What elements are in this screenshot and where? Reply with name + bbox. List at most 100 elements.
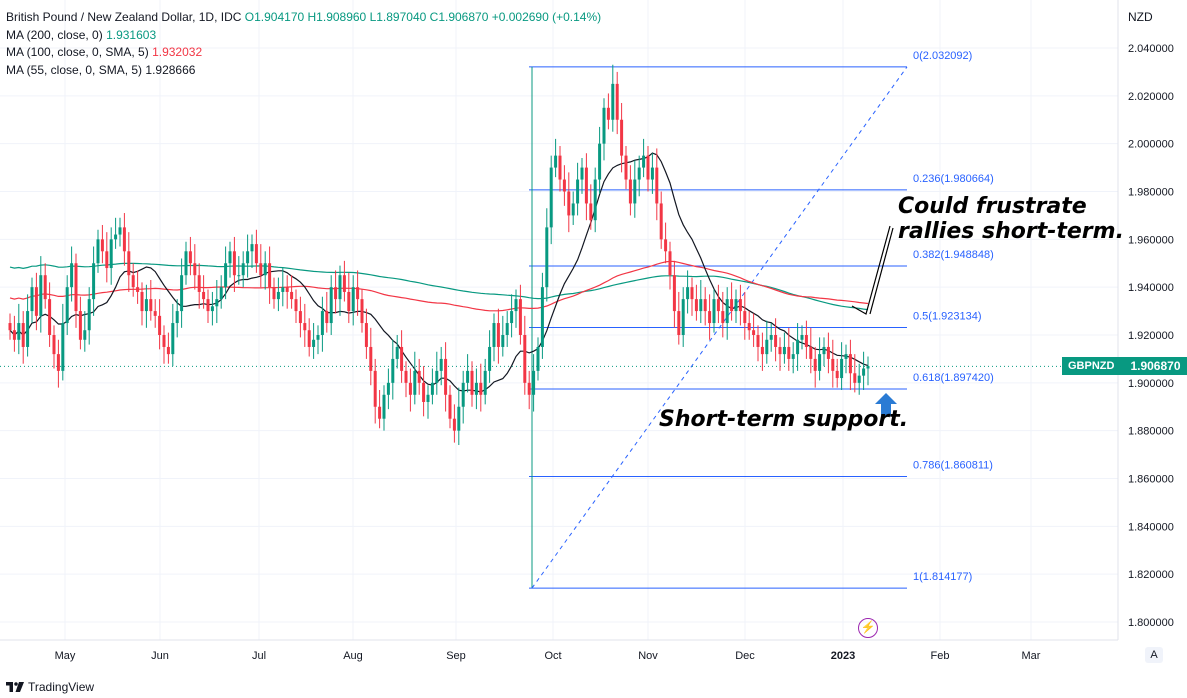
candle-body [144, 299, 148, 312]
candle-body [668, 251, 672, 276]
candle-body [826, 346, 830, 359]
candle-body [268, 263, 272, 288]
price-tag-value: 1.906870 [1120, 357, 1187, 376]
footer-brand[interactable]: TradingView [6, 680, 94, 694]
candle-body [831, 358, 835, 371]
candle-body [589, 203, 593, 221]
candle-body [527, 382, 531, 395]
candle-body [329, 287, 333, 324]
candle-body [215, 299, 219, 307]
ohlc-close: C1.906870 [429, 10, 489, 24]
candle-body [620, 119, 624, 156]
fib-level-label: 1(1.814177) [913, 571, 972, 583]
candle-body [439, 358, 443, 371]
candle-body [422, 382, 426, 402]
candle-body [334, 287, 338, 300]
fibonacci-retracement[interactable]: 0(2.032092) 0.236(1.980664) 0.382(1.948848… [529, 50, 994, 589]
candle-body [171, 323, 175, 355]
candle-body [78, 311, 82, 340]
legend-ma200[interactable]: MA (200, close, 0) 1.931603 [6, 27, 601, 45]
price-tick-label: 1.960000 [1128, 234, 1174, 246]
price-tick-label: 1.980000 [1128, 187, 1174, 199]
time-tick-label: Jul [252, 650, 266, 662]
tradingview-logo-icon [6, 682, 24, 692]
candle-body [96, 239, 100, 264]
candle-body [26, 311, 30, 347]
candle-body [752, 330, 756, 335]
candle-body [224, 263, 228, 288]
time-tick-label: Mar [1022, 650, 1041, 662]
legend-ma100[interactable]: MA (100, close, 0, SMA, 5) 1.932032 [6, 44, 601, 62]
candle-body [677, 311, 681, 335]
candle-body [804, 335, 808, 347]
candle-body [316, 335, 320, 340]
lightning-icon[interactable]: ⚡ [858, 618, 878, 638]
candle-body [672, 275, 676, 312]
candle-body [809, 346, 813, 359]
price-tick-label: 1.900000 [1128, 378, 1174, 390]
candle-body [373, 370, 377, 407]
candle-body [259, 263, 263, 276]
candle-body [580, 167, 584, 180]
moving-averages [0, 152, 1118, 393]
candle-body [43, 275, 47, 300]
time-tick-label: Dec [735, 650, 755, 662]
candle-body [34, 287, 38, 316]
price-tag-symbol: GBPNZD [1062, 357, 1121, 376]
candle-body [813, 358, 817, 371]
candle-body [782, 346, 786, 355]
resistance-annotation-line1: Could frustrate [898, 194, 1087, 219]
time-axis[interactable]: May Jun Jul Aug Sep Oct Nov Dec 2023 Feb Mar [0, 639, 1118, 662]
candle-body [12, 330, 16, 340]
time-tick-label: Jun [151, 650, 169, 662]
candle-body [263, 263, 267, 276]
symbol-title[interactable]: British Pound / New Zealand Dollar, 1D, … [6, 10, 242, 24]
candle-body [857, 375, 861, 383]
candle-body [30, 287, 34, 312]
candle-body [175, 311, 179, 324]
candle-body [158, 315, 162, 335]
candle-body [496, 323, 500, 347]
candle-body [56, 354, 60, 371]
candle-body [492, 323, 496, 347]
candle-body [532, 370, 536, 395]
candle-body [743, 311, 747, 324]
ohlc-change: +0.002690 (+0.14%) [491, 10, 602, 24]
candle-body [404, 370, 408, 383]
annotation-arrows [851, 225, 897, 416]
candle-body [483, 370, 487, 395]
candle-body [796, 339, 800, 355]
candle-body [818, 354, 822, 371]
candle-body [382, 394, 386, 419]
ohlc-low: L1.897040 [369, 10, 427, 24]
fib-level-label: 0.786(1.860811) [913, 460, 993, 472]
candle-body [92, 263, 96, 300]
candle-body [378, 406, 382, 419]
candle-body [320, 311, 324, 335]
time-tick-label: Sep [446, 650, 466, 662]
resistance-pointer [851, 225, 891, 315]
candle-body [558, 155, 562, 180]
candle-body [769, 335, 773, 340]
last-price-tag: GBPNZD 1.906870 [1062, 357, 1187, 376]
candle-body [866, 366, 870, 369]
price-axis[interactable]: 2.040000 2.020000 2.000000 1.980000 1.960000… [1117, 0, 1174, 640]
candle-body [356, 287, 360, 300]
candle-body [290, 291, 294, 300]
auto-scale-button[interactable]: A [1145, 647, 1163, 663]
candle-body [246, 251, 250, 264]
candle-body [712, 299, 716, 324]
candle-body [470, 370, 474, 395]
ma55-value: 1.928666 [145, 62, 196, 77]
candle-body [835, 370, 839, 379]
candle-body [703, 299, 707, 312]
candle-body [593, 179, 597, 221]
candle-body [650, 167, 654, 180]
candle-body [228, 251, 232, 264]
candle-body [303, 323, 307, 331]
candle-body [840, 358, 844, 379]
candle-body [461, 382, 465, 407]
resistance-pointer-edge [869, 227, 894, 315]
legend-ma55[interactable]: MA (55, close, 0, SMA, 5) 1.928666 [6, 62, 601, 80]
